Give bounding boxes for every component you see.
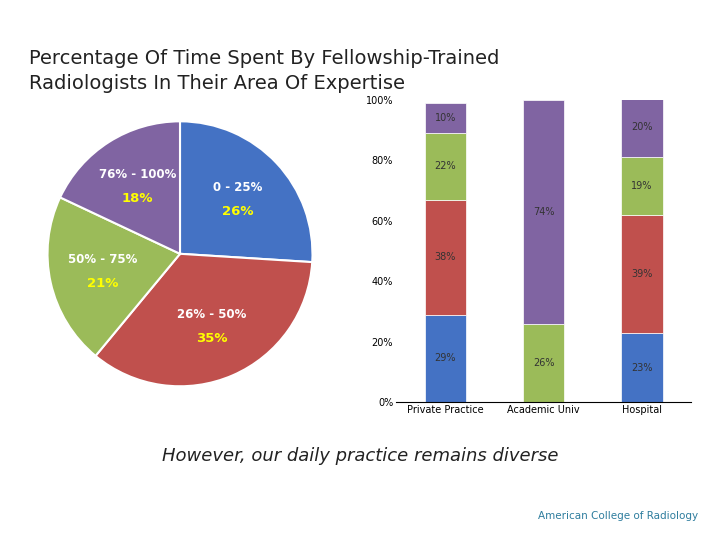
Text: 39%: 39% [631, 269, 653, 279]
Text: 0 - 25%: 0 - 25% [213, 181, 263, 194]
Text: American College of Radiology: American College of Radiology [539, 511, 698, 521]
Bar [621, 97, 662, 157]
Bar [523, 323, 564, 402]
Text: 19%: 19% [631, 181, 653, 191]
Text: However, our daily practice remains diverse: However, our daily practice remains dive… [162, 447, 558, 465]
Text: 26% - 50%: 26% - 50% [177, 308, 246, 321]
Bar [425, 200, 466, 315]
Bar [425, 133, 466, 200]
Text: 38%: 38% [434, 252, 456, 262]
Text: 20%: 20% [631, 122, 653, 132]
Bar [523, 100, 564, 323]
Text: Percentage Of Time Spent By Fellowship-Trained
Radiologists In Their Area Of Exp: Percentage Of Time Spent By Fellowship-T… [29, 49, 499, 92]
Text: 23%: 23% [631, 362, 653, 373]
Text: 76% - 100%: 76% - 100% [99, 168, 176, 181]
Text: 22%: 22% [434, 161, 456, 171]
Text: 35%: 35% [196, 332, 228, 345]
Text: 26%: 26% [222, 205, 253, 218]
Bar [621, 157, 662, 215]
Text: 50% - 75%: 50% - 75% [68, 253, 137, 266]
Bar [621, 215, 662, 333]
Text: 10%: 10% [434, 113, 456, 123]
Bar [425, 103, 466, 133]
Text: 74%: 74% [533, 207, 554, 217]
Wedge shape [96, 254, 312, 386]
Wedge shape [180, 122, 312, 262]
Bar [425, 315, 466, 402]
Text: 18%: 18% [122, 192, 153, 205]
Bar [621, 333, 662, 402]
Wedge shape [48, 198, 180, 356]
Text: 29%: 29% [434, 354, 456, 363]
Wedge shape [60, 122, 180, 254]
Text: 21%: 21% [86, 276, 118, 289]
Text: 26%: 26% [533, 358, 554, 368]
